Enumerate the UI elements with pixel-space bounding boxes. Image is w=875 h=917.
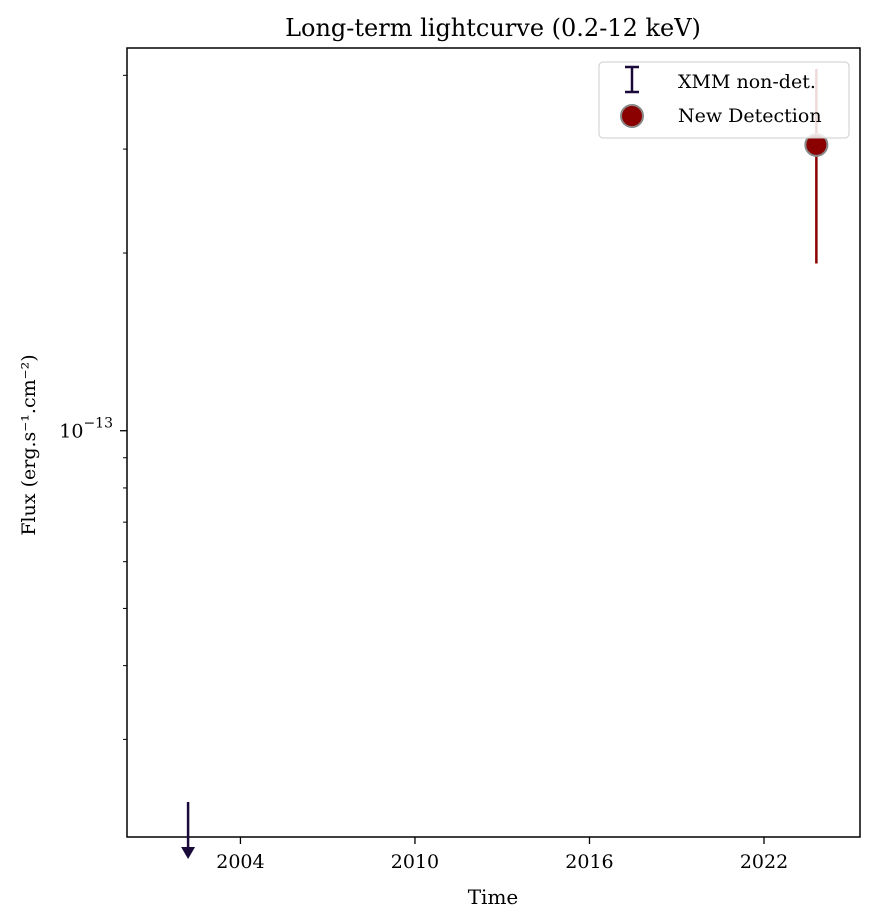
chart-title: Long-term lightcurve (0.2-12 keV): [285, 14, 701, 42]
legend-box: [598, 61, 850, 139]
legend-label-detection: New Detection: [678, 105, 822, 127]
x-axis-label: Time: [468, 885, 519, 909]
y-tick-label: 10−13: [59, 416, 113, 443]
x-axis-ticks: 2004 2010 2016 2022: [216, 837, 788, 873]
legend-label-xmm: XMM non-det.: [678, 71, 816, 93]
x-tick-label: 2010: [391, 851, 439, 873]
plot-area: [126, 47, 861, 838]
legend-detection-icon: [620, 104, 644, 128]
x-tick-label: 2016: [565, 851, 613, 873]
legend: XMM non-det. New Detection: [598, 61, 850, 139]
legend-upper-limit-icon: [625, 65, 639, 94]
y-axis-label: Flux (erg.s⁻¹.cm⁻²): [18, 354, 40, 535]
x-tick-label: 2004: [216, 851, 264, 873]
data-marks: [181, 69, 829, 859]
upper-limit-arrow: [181, 846, 196, 859]
x-tick-label: 2022: [740, 851, 788, 873]
y-axis-ticks: 10−13: [59, 74, 127, 740]
